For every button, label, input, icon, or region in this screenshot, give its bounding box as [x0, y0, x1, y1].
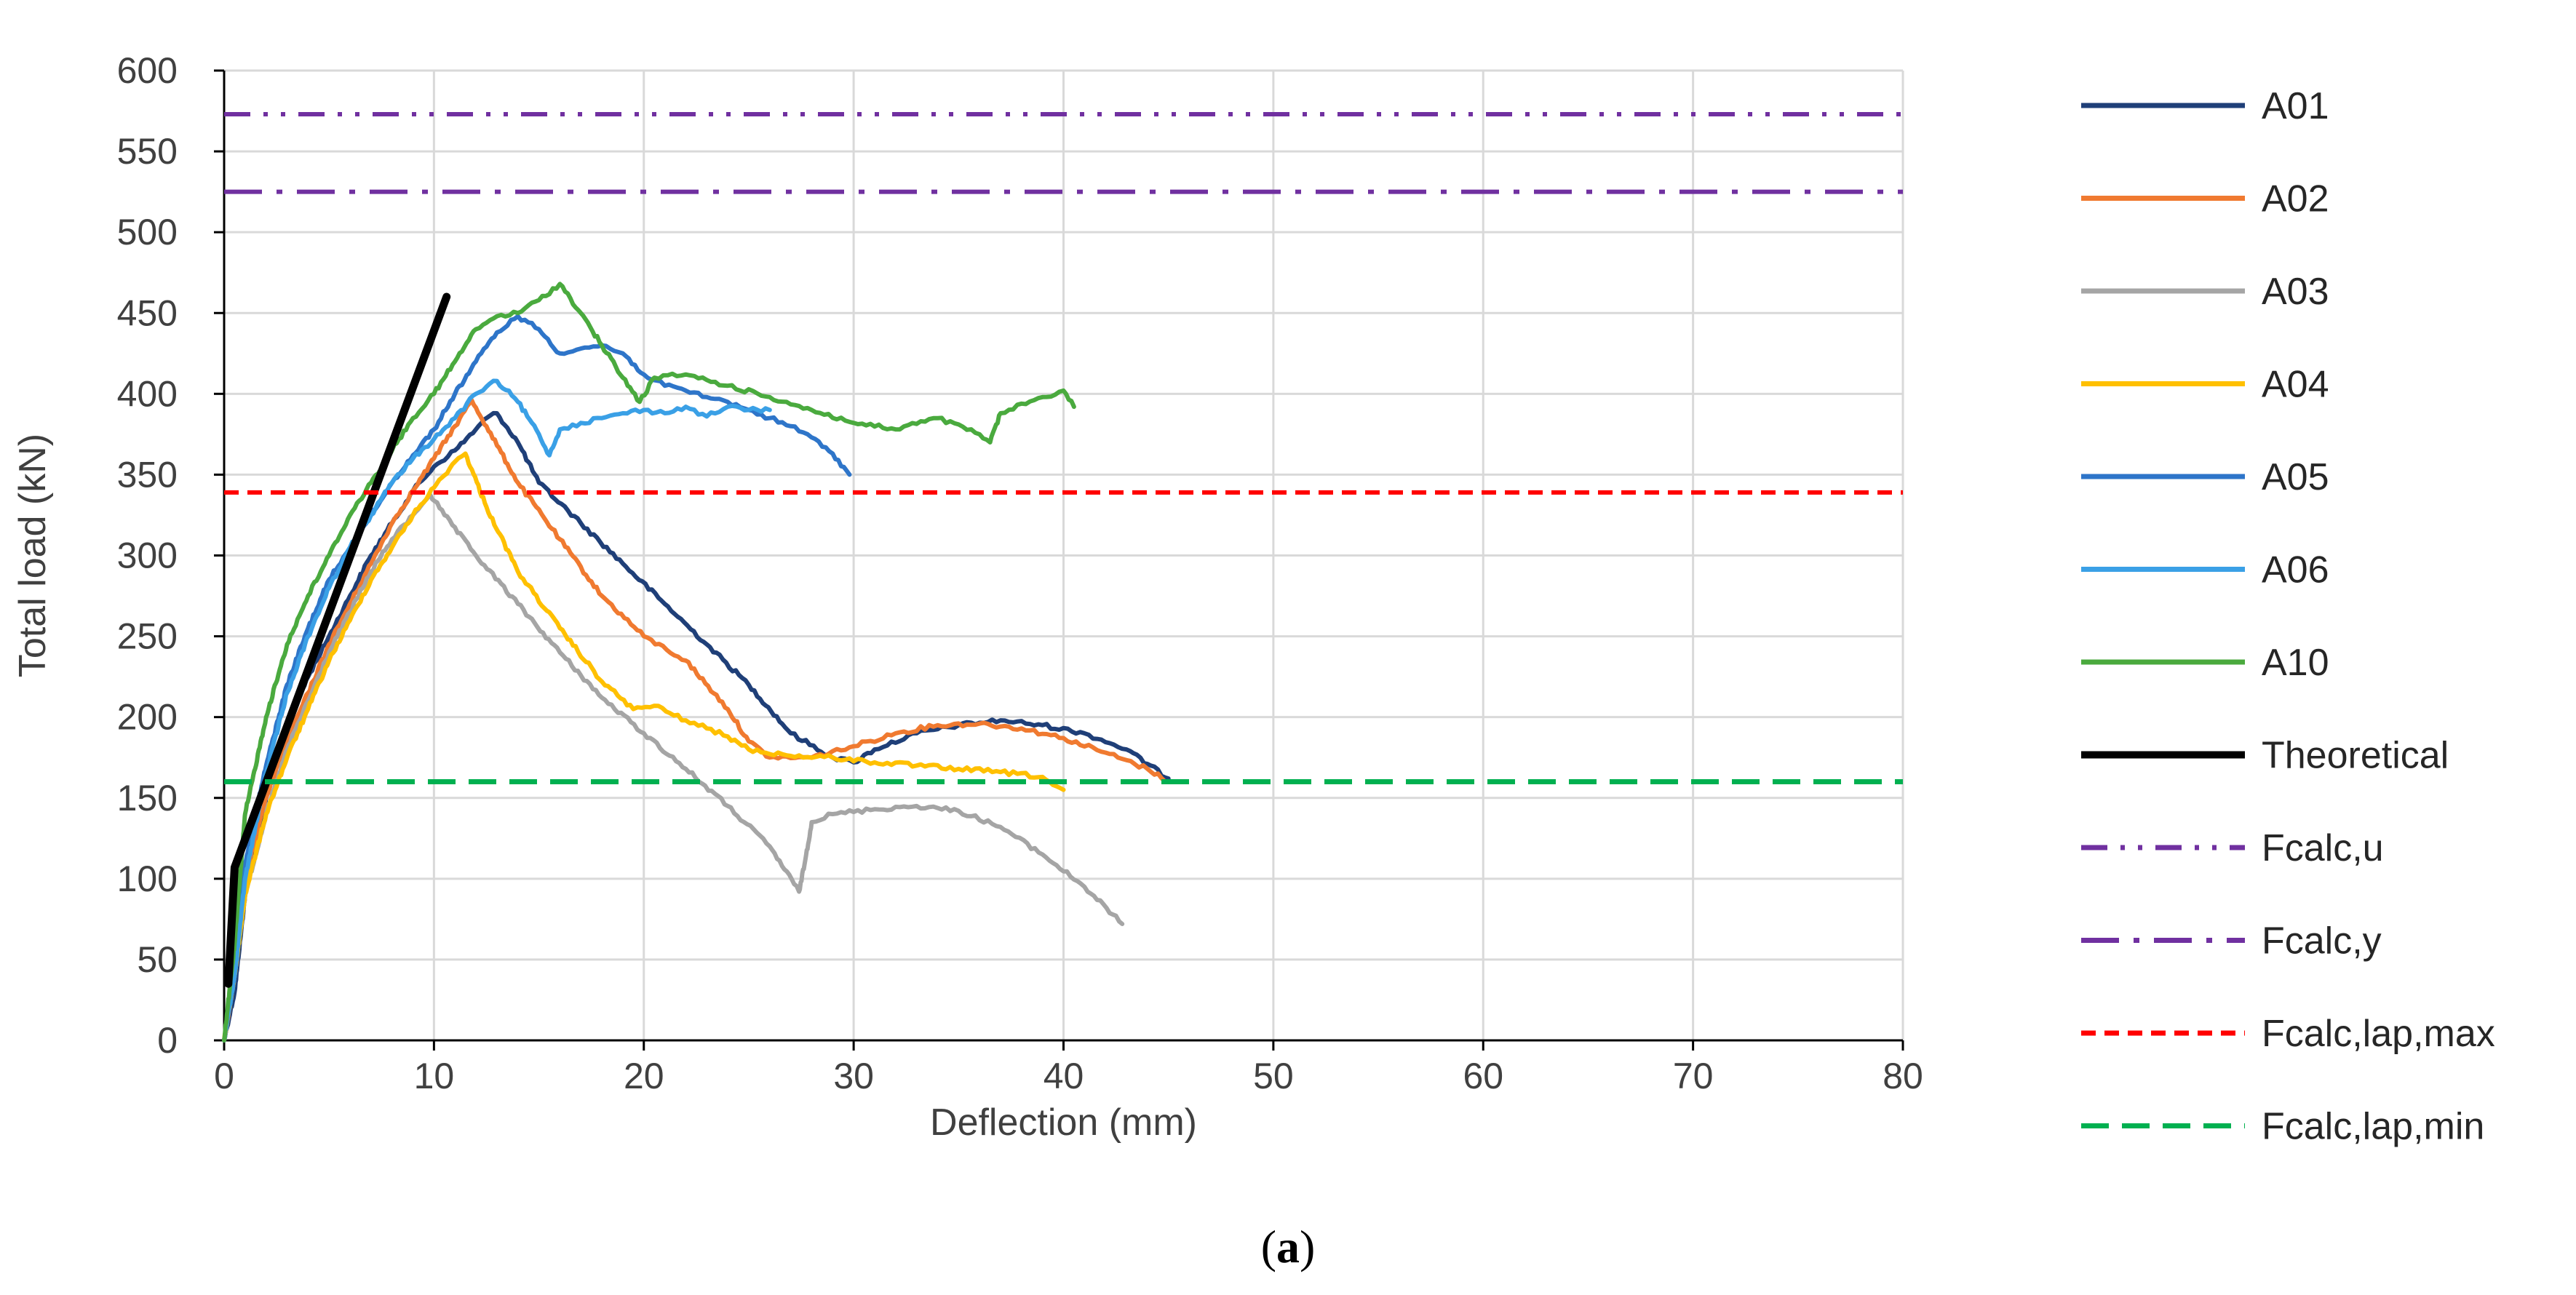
legend-label: A04 — [2262, 364, 2329, 406]
legend-item: A10 — [2081, 642, 2329, 684]
x-axis-title: Deflection (mm) — [930, 1101, 1197, 1144]
x-tick-label: 20 — [624, 1056, 664, 1096]
series-line-theoretical — [224, 292, 451, 988]
caption-open-paren: ( — [1261, 1221, 1276, 1272]
y-axis-title: Total load (kN) — [12, 434, 54, 677]
legend-item: A02 — [2081, 178, 2329, 220]
x-tick-label: 0 — [214, 1056, 234, 1096]
y-tick-label: 100 — [117, 858, 178, 899]
x-tick-label: 50 — [1253, 1056, 1294, 1096]
caption-close-paren: ) — [1300, 1221, 1315, 1272]
legend-label: Fcalc,lap,min — [2262, 1106, 2484, 1148]
figure-caption: (a) — [1261, 1221, 1316, 1272]
legend-label: A02 — [2262, 178, 2329, 220]
x-tick-label: 40 — [1043, 1056, 1084, 1096]
legend-label: A05 — [2262, 456, 2329, 498]
legend-item: Fcalc,y — [2081, 920, 2382, 963]
axes — [214, 69, 1904, 1051]
legend-item: A06 — [2081, 549, 2329, 591]
legend-item: A04 — [2081, 364, 2329, 406]
legend-item: A03 — [2081, 271, 2329, 313]
legend-label: A06 — [2262, 549, 2329, 591]
y-tick-label: 50 — [137, 939, 178, 980]
caption-letter: a — [1276, 1221, 1300, 1272]
y-tick-label: 300 — [117, 535, 178, 576]
plot-series — [222, 112, 1903, 1043]
y-tick-label: 0 — [157, 1020, 178, 1061]
y-tick-label: 350 — [117, 454, 178, 495]
legend-label: Theoretical — [2262, 735, 2449, 777]
y-tick-label: 250 — [117, 616, 178, 657]
legend-item: A01 — [2081, 85, 2329, 127]
y-tick-label: 400 — [117, 373, 178, 414]
legend-label: A01 — [2262, 85, 2329, 127]
legend-label: Fcalc,lap,max — [2262, 1013, 2495, 1055]
legend-item: Fcalc,u — [2081, 827, 2384, 869]
x-tick-label: 30 — [833, 1056, 874, 1096]
tick-labels: 0 50 100 150 200 250 300 350 400 450 500 550 600 0 10 2… — [117, 50, 1923, 1096]
series-line-a10 — [222, 282, 1076, 1043]
x-tick-label: 70 — [1673, 1056, 1714, 1096]
y-tick-label: 500 — [117, 212, 178, 252]
legend-label: Fcalc,u — [2262, 827, 2384, 869]
legend-label: A03 — [2262, 271, 2329, 313]
y-tick-label: 550 — [117, 131, 178, 172]
y-tick-label: 200 — [117, 697, 178, 738]
x-tick-label: 10 — [414, 1056, 455, 1096]
legend: A01 A02 A03 A04 A05 A06 A10 Theoretical Fcalc,u F… — [2081, 85, 2495, 1148]
y-tick-label: 600 — [117, 50, 178, 91]
legend-item: Theoretical — [2081, 735, 2449, 777]
y-tick-label: 150 — [117, 778, 178, 818]
y-tick-label: 450 — [117, 292, 178, 333]
x-tick-label: 60 — [1463, 1056, 1503, 1096]
legend-label: A10 — [2262, 642, 2329, 684]
series-line-a04 — [222, 451, 1066, 1043]
legend-label: Fcalc,y — [2262, 920, 2382, 963]
legend-item: A05 — [2081, 456, 2329, 498]
x-tick-label: 80 — [1883, 1056, 1923, 1096]
legend-item: Fcalc,lap,max — [2081, 1013, 2495, 1055]
legend-item: Fcalc,lap,min — [2081, 1106, 2484, 1148]
